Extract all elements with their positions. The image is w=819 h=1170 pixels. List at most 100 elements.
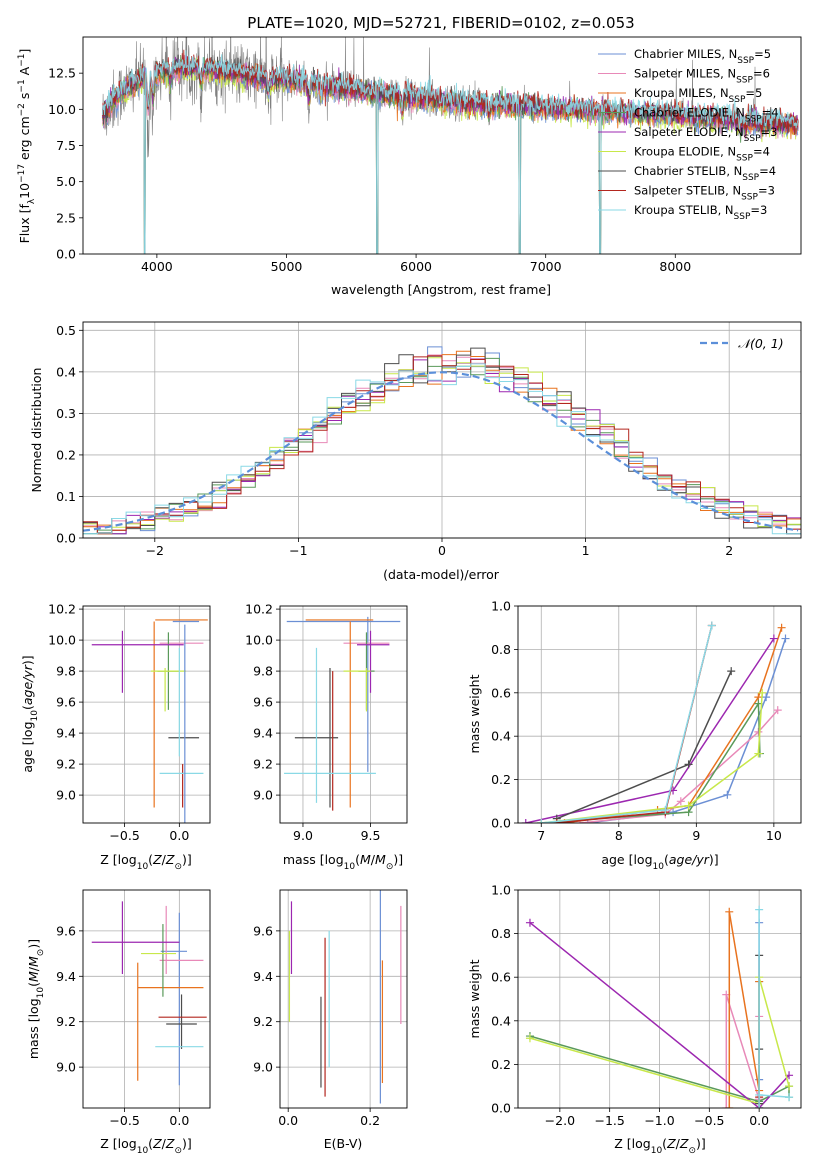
x-tick-label: 9.0	[293, 828, 313, 843]
y-tick-label: 9.8	[253, 664, 273, 679]
y-tick-label: 9.0	[253, 788, 273, 803]
y-tick-label: 0.1	[56, 489, 76, 504]
axes: −0.5 0.0 9.0 9.2 9.4 9.6	[56, 889, 211, 1128]
series-marker	[684, 760, 693, 769]
mass-vs-ebv-panel: 0.0 0.2 9.0 9.2 9.4 9.6 E(B-V)	[253, 889, 408, 1151]
mass-axis-label: mass [log10(M/M⊙)]	[283, 852, 403, 872]
plot-area	[101, 37, 799, 254]
y-tick-label: 0.2	[56, 447, 76, 462]
axes: −0.5 0.0 9.0 9.2 9.4 9.6 9.8 10.0 10.2	[48, 602, 211, 843]
y-tick-label: 9.6	[253, 923, 273, 938]
y-tick-label: 10.0	[245, 633, 273, 648]
series-marker	[758, 688, 767, 697]
y-tick-label: 2.5	[56, 210, 76, 225]
series-marker	[537, 819, 546, 823]
series-line	[529, 1035, 790, 1103]
y-tick-label: 1.0	[491, 599, 511, 614]
mass-weight-ylabel: mass weight	[467, 674, 482, 753]
spectrum-xlabel: wavelength [Angstrom, rest frame]	[331, 282, 551, 297]
y-tick-label: 9.4	[56, 726, 76, 741]
axes: 9.0 9.5 9.0 9.2 9.4 9.6 9.8 10.0 10.2	[245, 602, 408, 843]
mass-weight-vs-age-panel: 7 8 9 10 0.0 0.2 0.4 0.6 0.8 1.0 age [log10(age/yr…	[467, 599, 802, 872]
x-tick-label: 7	[537, 828, 545, 843]
plot-area	[521, 621, 790, 823]
y-tick-label: 9.2	[253, 757, 273, 772]
series-line	[541, 692, 763, 823]
y-tick-label: 0.0	[491, 1101, 511, 1116]
axes: −2.0 −1.5 −1.0 −0.5 0.0 0.0 0.2 0.4 0.6 0.8 1.0	[491, 883, 802, 1128]
series-marker	[521, 819, 530, 823]
plot-area	[83, 346, 801, 535]
mass-axis-label: mass [log10(M/M⊙)]	[26, 939, 46, 1059]
normal-legend-label: 𝒩(0, 1)	[738, 336, 784, 351]
grid	[280, 606, 407, 823]
y-tick-label: 0.6	[491, 685, 511, 700]
series-marker	[684, 801, 693, 810]
spectrum-panel: 4000 5000 6000 7000 8000 0.0 2.5 5.0 7.5 10.0 12.5…	[17, 36, 802, 297]
y-tick-label: 9.2	[253, 1014, 273, 1029]
grid	[83, 890, 210, 1108]
age-axis-label: age [log10(age/yr)]	[20, 655, 40, 772]
plot-area	[284, 616, 401, 811]
series-line	[725, 994, 760, 1108]
legend-label: Salpeter STELIB, NSSP=3	[634, 184, 775, 203]
series-marker	[762, 693, 771, 702]
x-tick-label: 6000	[400, 259, 432, 274]
axes: 7 8 9 10 0.0 0.2 0.4 0.6 0.8 1.0	[491, 599, 802, 843]
residuals-xlabel: (data-model)/error	[383, 567, 500, 582]
y-tick-label: 10.0	[48, 633, 76, 648]
series-marker	[773, 706, 782, 715]
y-tick-label: 9.0	[253, 1060, 273, 1075]
y-tick-label: 9.6	[253, 695, 273, 710]
y-tick-label: 0.8	[491, 642, 511, 657]
legend-label: Chabrier ELODIE, NSSP=4	[634, 106, 779, 125]
plot-area	[91, 901, 207, 1086]
x-tick-label: 4000	[141, 259, 173, 274]
y-tick-label: 0.4	[491, 729, 511, 744]
x-tick-label: −2	[146, 543, 164, 558]
legend-label: Salpeter MILES, NSSP=6	[634, 67, 770, 86]
axes: 0.0 0.2 9.0 9.2 9.4 9.6	[253, 889, 408, 1128]
residual-histogram	[83, 355, 801, 535]
series-marker	[676, 797, 685, 806]
plot-area	[288, 890, 402, 1104]
series-marker	[755, 1104, 764, 1108]
y-tick-label: 0.4	[56, 364, 76, 379]
plot-area	[525, 905, 794, 1108]
series-marker	[725, 1104, 734, 1108]
z-axis-label: Z [log10(Z/Z⊙)]	[100, 852, 192, 872]
grid	[280, 890, 407, 1108]
age-vs-metallicity-panel: −0.5 0.0 9.0 9.2 9.4 9.6 9.8 10.0 10.2 Z [log10(Z…	[20, 602, 211, 872]
y-tick-label: 0.6	[491, 970, 511, 985]
series-marker	[552, 819, 561, 823]
x-tick-label: 9.5	[361, 828, 381, 843]
grid	[83, 606, 210, 823]
y-tick-label: 9.0	[56, 1060, 76, 1075]
x-tick-label: −2.0	[545, 1113, 575, 1128]
series-marker	[727, 667, 736, 676]
y-tick-label: 10.0	[48, 102, 76, 117]
y-tick-label: 5.0	[56, 174, 76, 189]
axes-frame	[279, 605, 408, 824]
series-marker	[769, 634, 778, 643]
mass-weight-vs-metallicity-panel: −2.0 −1.5 −1.0 −0.5 0.0 0.0 0.2 0.4 0.6 0.8 1.0 Z […	[467, 883, 802, 1156]
axes-frame	[82, 605, 211, 824]
x-tick-label: −0.5	[109, 828, 139, 843]
z-axis-label: Z [log10(Z/Z⊙)]	[100, 1136, 192, 1156]
x-tick-label: 8	[615, 828, 623, 843]
y-tick-label: 9.4	[253, 969, 273, 984]
mass-weight-ylabel: mass weight	[467, 959, 482, 1038]
series-line	[758, 909, 790, 1108]
x-tick-label: 1	[582, 543, 590, 558]
y-tick-label: 10.2	[245, 602, 273, 617]
ebv-xlabel: E(B-V)	[324, 1136, 363, 1151]
x-tick-label: 7000	[530, 259, 562, 274]
series-marker	[725, 907, 734, 916]
y-tick-label: 0.2	[491, 1057, 511, 1072]
series-marker	[781, 634, 790, 643]
x-tick-label: 5000	[271, 259, 303, 274]
x-tick-label: 0.2	[360, 1113, 380, 1128]
series-marker	[722, 1104, 731, 1108]
spectrum-ylabel: Flux [fλ10−17 erg cm−2 s−1 A−1]	[17, 49, 37, 244]
x-tick-label: −1.5	[594, 1113, 624, 1128]
